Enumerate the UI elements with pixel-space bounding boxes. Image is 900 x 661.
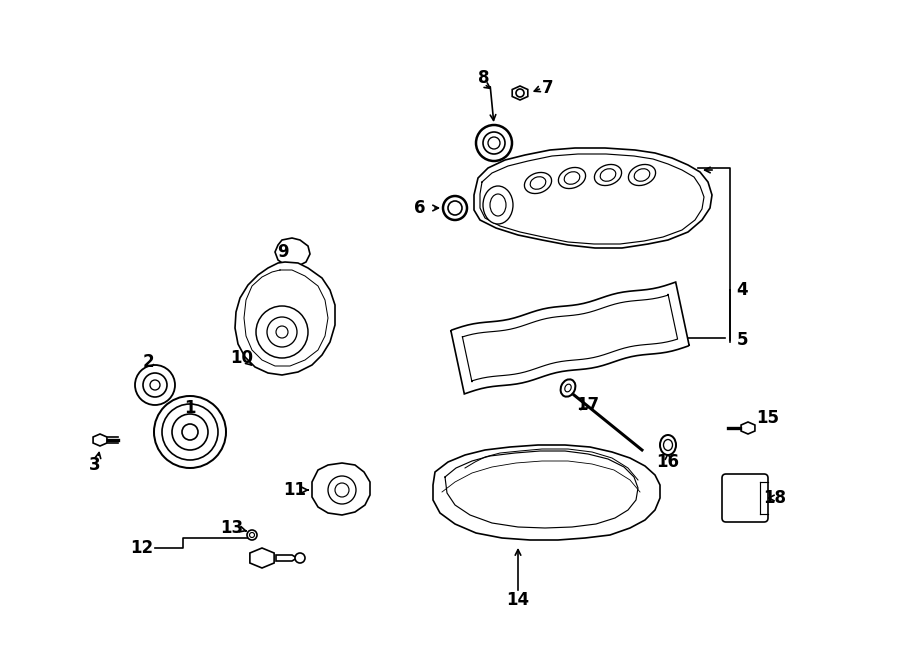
Circle shape (488, 137, 500, 149)
Text: 11: 11 (284, 481, 307, 499)
Circle shape (143, 373, 167, 397)
Ellipse shape (561, 379, 575, 397)
Circle shape (249, 533, 255, 537)
Text: 3: 3 (89, 456, 101, 474)
Polygon shape (93, 434, 107, 446)
Circle shape (516, 89, 524, 97)
Text: 5: 5 (736, 331, 748, 349)
Ellipse shape (594, 165, 622, 186)
Circle shape (295, 553, 305, 563)
Text: 10: 10 (230, 349, 254, 367)
Polygon shape (433, 445, 660, 540)
Ellipse shape (600, 169, 616, 181)
Text: 1: 1 (184, 399, 196, 417)
Polygon shape (451, 282, 689, 394)
Text: 7: 7 (542, 79, 554, 97)
Polygon shape (250, 548, 274, 568)
Circle shape (328, 476, 356, 504)
Ellipse shape (660, 435, 676, 455)
Circle shape (135, 365, 175, 405)
Text: 14: 14 (507, 591, 529, 609)
Text: 4: 4 (736, 281, 748, 299)
Ellipse shape (558, 167, 586, 188)
Ellipse shape (530, 176, 545, 189)
Polygon shape (474, 148, 712, 248)
Ellipse shape (628, 165, 655, 186)
Text: 18: 18 (763, 489, 787, 507)
Circle shape (448, 201, 462, 215)
Circle shape (483, 132, 505, 154)
Text: 6: 6 (414, 199, 426, 217)
Polygon shape (275, 238, 310, 266)
Polygon shape (312, 463, 370, 515)
Circle shape (256, 306, 308, 358)
Circle shape (247, 530, 257, 540)
Polygon shape (276, 555, 297, 561)
Circle shape (154, 396, 226, 468)
Circle shape (443, 196, 467, 220)
Polygon shape (512, 86, 527, 100)
Ellipse shape (490, 194, 506, 216)
Ellipse shape (565, 384, 572, 392)
Text: 8: 8 (478, 69, 490, 87)
Circle shape (276, 326, 288, 338)
Ellipse shape (634, 169, 650, 181)
Text: 12: 12 (130, 539, 154, 557)
Circle shape (182, 424, 198, 440)
Text: 2: 2 (142, 353, 154, 371)
Ellipse shape (483, 186, 513, 224)
Text: 17: 17 (576, 396, 599, 414)
Circle shape (150, 380, 160, 390)
Polygon shape (235, 262, 335, 375)
Circle shape (476, 125, 512, 161)
Circle shape (162, 404, 218, 460)
Ellipse shape (525, 173, 552, 194)
Polygon shape (741, 422, 755, 434)
Circle shape (335, 483, 349, 497)
Circle shape (267, 317, 297, 347)
Text: 16: 16 (656, 453, 680, 471)
Text: 13: 13 (220, 519, 244, 537)
Ellipse shape (564, 172, 580, 184)
Text: 15: 15 (757, 409, 779, 427)
Circle shape (172, 414, 208, 450)
Text: 9: 9 (277, 243, 289, 261)
Ellipse shape (663, 440, 672, 451)
FancyBboxPatch shape (722, 474, 768, 522)
